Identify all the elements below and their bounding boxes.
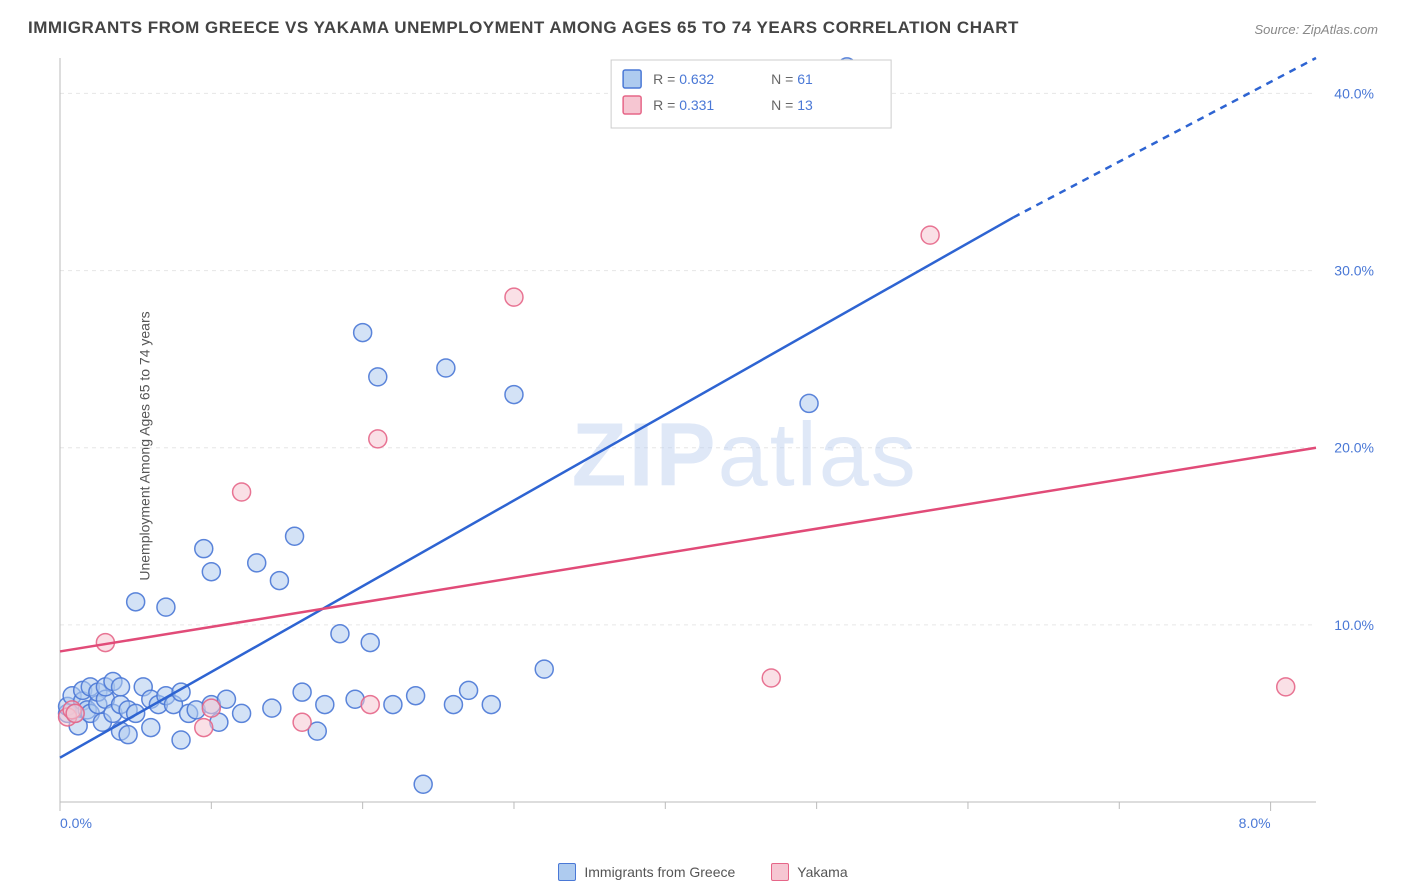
svg-text:10.0%: 10.0%	[1334, 617, 1374, 633]
source-label: Source: ZipAtlas.com	[1254, 22, 1378, 37]
legend-swatch	[771, 863, 789, 881]
svg-text:ZIPatlas: ZIPatlas	[572, 406, 918, 506]
legend-item-yakama: Yakama	[771, 863, 847, 881]
legend-item-greece: Immigrants from Greece	[558, 863, 735, 881]
svg-text:0.0%: 0.0%	[60, 815, 92, 831]
legend-swatch	[558, 863, 576, 881]
svg-text:N = 61: N = 61	[771, 71, 813, 87]
svg-text:20.0%: 20.0%	[1334, 440, 1374, 456]
chart-title: IMMIGRANTS FROM GREECE VS YAKAMA UNEMPLO…	[28, 18, 1019, 38]
legend-bottom: Immigrants from Greece Yakama	[0, 863, 1406, 884]
scatter-plot: 0.0% 8.0% 10.0% 20.0% 30.0% 40.0% ZIPatlas R = …	[50, 50, 1386, 842]
svg-text:40.0%: 40.0%	[1334, 85, 1374, 101]
legend-label: Immigrants from Greece	[584, 864, 735, 880]
legend-top: R = 0.632 N = 61 R = 0.331 N = 13	[611, 60, 891, 128]
svg-text:30.0%: 30.0%	[1334, 263, 1374, 279]
legend-label: Yakama	[797, 864, 847, 880]
svg-text:R = 0.632: R = 0.632	[653, 71, 714, 87]
plot-area: 0.0% 8.0% 10.0% 20.0% 30.0% 40.0% ZIPatlas R = …	[50, 50, 1386, 842]
svg-text:R = 0.331: R = 0.331	[653, 97, 714, 113]
svg-text:N = 13: N = 13	[771, 97, 813, 113]
svg-text:8.0%: 8.0%	[1239, 815, 1271, 831]
